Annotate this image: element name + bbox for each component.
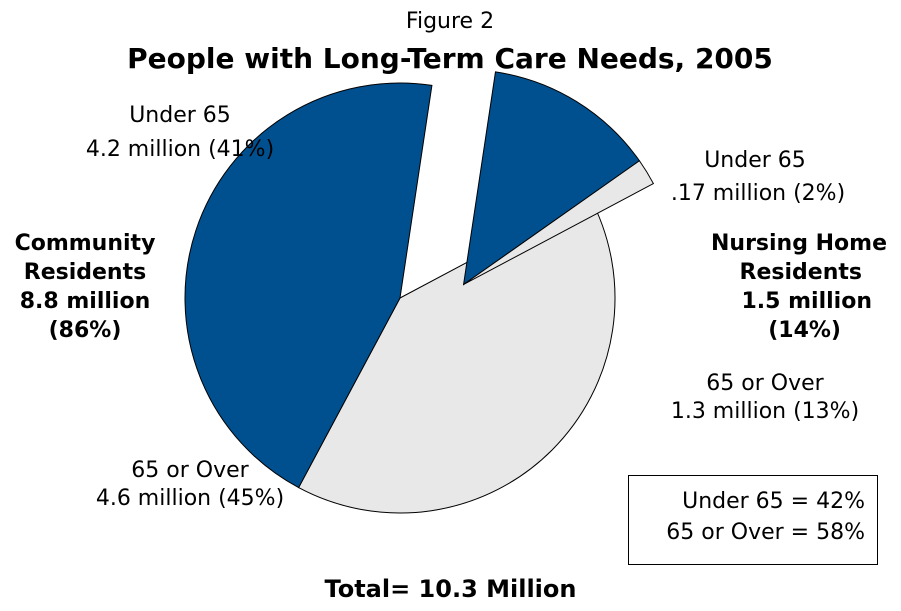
group-community-line: Community <box>15 231 156 256</box>
slice-value-nursing-65over: 1.3 million (13%) <box>671 399 859 424</box>
total-label: Total= 10.3 Million <box>324 575 577 603</box>
slice-label-nursing-under65: Under 65 <box>704 148 806 173</box>
group-community-line: (86%) <box>49 318 122 343</box>
slice-value-community-65over: 4.6 million (45%) <box>96 486 284 511</box>
slice-value-community-under65: 4.2 million (41%) <box>86 137 274 162</box>
group-community-line: 8.8 million <box>20 289 151 314</box>
slice-label-community-under65: Under 65 <box>129 103 231 128</box>
slice-community-under65 <box>297 196 616 514</box>
group-nursing-line: 1.5 million <box>742 289 873 314</box>
pie-slices <box>184 71 655 514</box>
group-label-community: Community Residents 8.8 million (86%) <box>15 231 156 343</box>
summary-65over: 65 or Over = 58% <box>666 520 865 545</box>
slice-nursing-under65 <box>463 160 655 285</box>
chart-title: People with Long-Term Care Needs, 2005 <box>127 42 773 75</box>
slice-value-nursing-under65: .17 million (2%) <box>671 181 845 206</box>
summary-box: Under 65 = 42% 65 or Over = 58% <box>628 475 878 565</box>
slice-label-community-65over: 65 or Over <box>131 458 249 483</box>
summary-under65: Under 65 = 42% <box>682 489 865 514</box>
group-nursing-line: (14%) <box>768 318 841 343</box>
group-community-line: Residents <box>24 260 146 285</box>
slice-community-65over <box>184 82 433 489</box>
group-nursing-line: Nursing Home <box>711 231 887 256</box>
group-nursing-line: Residents <box>740 260 862 285</box>
group-label-nursing: Nursing Home Residents 1.5 million (14%) <box>711 231 887 343</box>
figure-label: Figure 2 <box>406 9 494 34</box>
slice-label-nursing-65over: 65 or Over <box>706 371 824 396</box>
slice-nursing-65over <box>462 71 641 286</box>
